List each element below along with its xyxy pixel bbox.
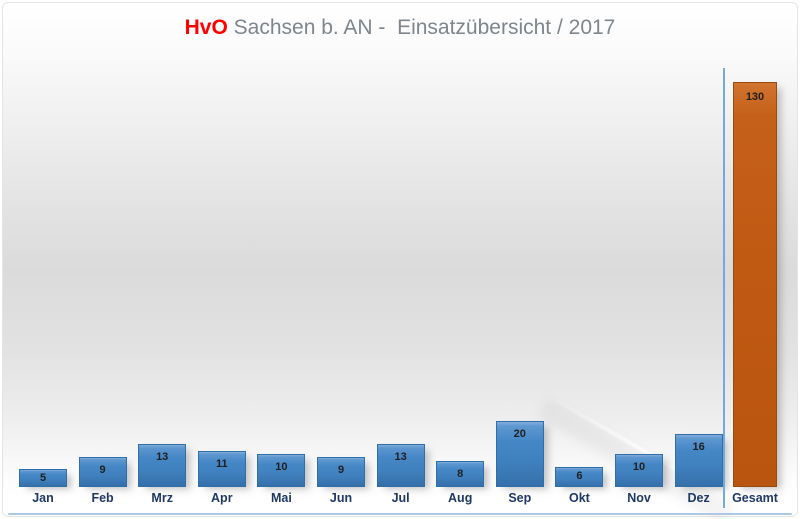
bar-value-label: 5 [39,472,47,484]
chart-title-brand: HvO [184,16,228,39]
x-axis-label-jan: Jan [32,491,54,505]
x-axis-label-dez: Dez [687,491,710,505]
bar-value-label: 130 [745,91,765,103]
x-axis-label-nov: Nov [627,491,651,505]
bar-mrz: 13 [138,444,187,487]
x-axis-label-apr: Apr [211,491,233,505]
bar-value-label: 9 [99,464,106,476]
bar-value-label: 16 [692,441,705,453]
x-axis-label-feb: Feb [91,491,114,505]
x-axis-label-jun: Jun [329,491,353,505]
bar-dez: 16 [674,434,723,487]
bar-jan: 5 [19,469,67,487]
bar-value-label: 20 [513,428,526,440]
x-axis-label-gesamt: Gesamt [732,491,778,505]
bar-value-label: 6 [576,470,583,482]
bar-okt: 6 [555,467,604,487]
bar-sep: 20 [495,421,544,487]
bar-jun: 9 [317,457,365,487]
total-separator-line [723,68,725,508]
chart-title: HvO Sachsen b. AN - Einsatzübersicht / 2… [0,15,800,40]
bar-value-label: 9 [337,464,345,476]
x-axis-label-okt: Okt [568,491,590,505]
x-axis-label-mai: Mai [270,491,292,505]
bar-mai: 10 [257,454,306,487]
x-axis-label-sep: Sep [508,491,532,505]
x-axis-label-mrz: Mrz [151,491,173,505]
bar-value-label: 13 [156,451,169,463]
bar-gesamt: 130 [733,82,777,487]
x-axis-label-jul: Jul [391,491,410,505]
chart-title-text: Sachsen b. AN - Einsatzübersicht / 2017 [227,16,616,39]
bar-jul: 13 [376,444,425,487]
bar-value-label: 10 [275,461,288,473]
bar-value-label: 13 [394,451,407,463]
x-axis-label-aug: Aug [448,491,473,505]
bar-value-label: 8 [457,468,464,480]
bar-feb: 9 [78,457,127,487]
bar-nov: 10 [615,454,663,487]
bar-value-label: 10 [632,461,646,473]
bar-aug: 8 [436,461,485,487]
frame-bottom-edge [8,513,792,515]
bar-value-label: 11 [215,458,228,470]
bar-apr: 11 [197,451,246,487]
